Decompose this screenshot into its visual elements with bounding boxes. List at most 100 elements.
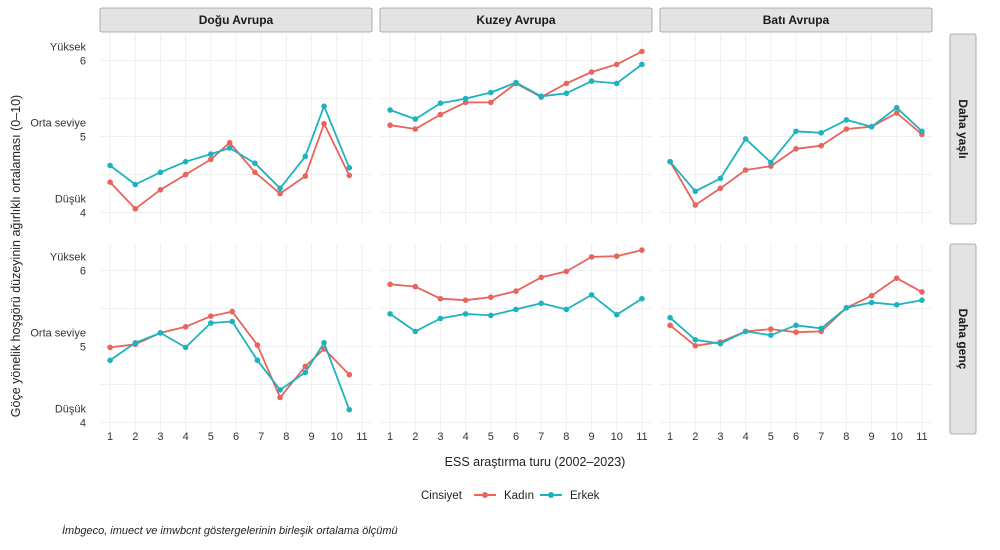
data-point-erkek	[157, 169, 164, 176]
data-point-kadin	[107, 344, 113, 351]
x-axis-title: ESS araştırma turu (2002–2023)	[445, 455, 626, 469]
data-point-erkek	[692, 337, 699, 343]
data-point-kadin	[462, 297, 469, 304]
panel-grid	[380, 244, 652, 434]
data-point-kadin	[793, 329, 799, 336]
data-point-kadin	[843, 126, 850, 132]
panel-grid	[100, 244, 372, 434]
data-point-kadin	[229, 308, 235, 315]
data-point-erkek	[843, 305, 850, 311]
data-point-kadin	[437, 111, 444, 118]
x-tick-label: 11	[916, 431, 927, 443]
x-tick-label: 9	[588, 431, 594, 443]
data-point-kadin	[563, 268, 570, 275]
data-point-kadin	[346, 371, 353, 378]
data-point-kadin	[793, 146, 799, 152]
data-point-kadin	[321, 120, 327, 127]
x-tick-label: 2	[132, 431, 138, 443]
panel-grid	[660, 34, 932, 224]
data-point-erkek	[868, 123, 875, 130]
data-point-erkek	[843, 117, 850, 123]
x-tick-label: 8	[283, 431, 289, 443]
data-point-erkek	[563, 306, 570, 313]
data-point-erkek	[639, 61, 645, 68]
column-strip-2	[379, 7, 653, 33]
data-point-erkek	[132, 181, 139, 188]
panel-series	[107, 103, 353, 212]
y-tick-label-text: Yüksek	[50, 42, 87, 54]
data-point-erkek	[412, 116, 419, 122]
panel-series	[667, 275, 925, 349]
data-point-erkek	[277, 185, 283, 192]
data-point-kadin	[488, 99, 494, 106]
data-point-erkek	[717, 175, 724, 182]
data-point-erkek	[667, 314, 673, 321]
data-point-erkek	[588, 78, 595, 84]
facet-panels	[100, 34, 932, 434]
x-tick-label: 5	[488, 431, 494, 443]
y-tick-label-value: 4	[80, 208, 86, 220]
x-tick-label: 11	[356, 431, 367, 443]
data-point-erkek	[613, 80, 620, 87]
data-point-kadin	[226, 139, 233, 146]
data-point-erkek	[157, 330, 164, 336]
data-point-kadin	[208, 156, 214, 163]
data-point-erkek	[513, 79, 519, 86]
legend-label-erkek: Erkek	[570, 490, 600, 502]
data-point-kadin	[893, 110, 900, 116]
data-point-erkek	[229, 318, 235, 325]
data-point-erkek	[107, 357, 113, 364]
data-point-kadin	[157, 187, 164, 193]
column-strip-label: Kuzey Avrupa	[476, 13, 555, 27]
data-point-kadin	[818, 142, 824, 149]
data-point-kadin	[563, 80, 570, 87]
panel-grid	[100, 34, 372, 224]
panel-grid	[380, 34, 652, 224]
data-point-kadin	[387, 281, 393, 288]
data-point-erkek	[613, 311, 620, 318]
x-tick-label: 4	[463, 431, 469, 443]
data-point-kadin	[717, 185, 724, 192]
row-strip-label: Daha yaşlı	[956, 99, 970, 158]
data-point-kadin	[692, 343, 699, 349]
data-point-erkek	[818, 325, 824, 332]
x-tick-label: 4	[743, 431, 749, 443]
data-point-erkek	[462, 95, 469, 102]
data-point-erkek	[639, 295, 645, 302]
data-point-erkek	[538, 93, 544, 100]
x-tick-label: 4	[183, 431, 189, 443]
y-tick-label-value: 5	[80, 132, 86, 144]
x-tick-label: 3	[437, 431, 443, 443]
x-tick-label: 3	[157, 431, 163, 443]
data-point-kadin	[919, 289, 925, 295]
data-point-erkek	[412, 328, 419, 335]
x-tick-label: 6	[513, 431, 519, 443]
data-point-kadin	[692, 202, 699, 208]
data-point-erkek	[793, 128, 799, 135]
data-point-erkek	[563, 90, 570, 97]
row-strip-label: Daha genç	[956, 309, 970, 370]
data-point-kadin	[302, 173, 309, 179]
x-tick-label: 9	[308, 431, 314, 443]
data-point-kadin	[254, 342, 261, 348]
data-point-kadin	[667, 322, 673, 329]
data-point-erkek	[346, 165, 353, 171]
y-tick-label-text: Düşük	[55, 194, 87, 206]
data-point-erkek	[182, 344, 189, 351]
data-point-erkek	[538, 300, 544, 307]
x-tick-label: 1	[667, 431, 673, 443]
x-tick-label: 6	[793, 431, 799, 443]
data-point-erkek	[302, 369, 309, 376]
data-point-erkek	[768, 159, 774, 166]
data-point-kadin	[437, 295, 444, 302]
data-point-erkek	[717, 340, 724, 347]
data-point-erkek	[919, 297, 925, 304]
data-point-kadin	[538, 274, 544, 281]
data-point-erkek	[692, 188, 699, 195]
data-point-erkek	[252, 160, 258, 166]
y-tick-label-value: 6	[80, 266, 86, 278]
legend-key-point-kadin	[482, 492, 488, 498]
data-point-kadin	[588, 69, 595, 75]
y-tick-label-value: 6	[80, 56, 86, 68]
data-point-kadin	[768, 326, 774, 332]
